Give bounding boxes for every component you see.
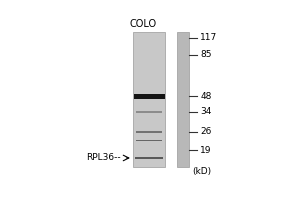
- Text: 117: 117: [200, 33, 218, 42]
- Text: COLO: COLO: [130, 19, 157, 29]
- Text: (kD): (kD): [192, 167, 211, 176]
- Bar: [136, 140, 162, 141]
- Text: 19: 19: [200, 146, 212, 155]
- Bar: [136, 131, 162, 133]
- Bar: [134, 94, 165, 99]
- Text: RPL36--: RPL36--: [87, 153, 121, 162]
- Bar: [177, 32, 189, 167]
- Bar: [133, 32, 165, 167]
- Text: 48: 48: [200, 92, 211, 101]
- Text: 34: 34: [200, 107, 211, 116]
- Text: 85: 85: [200, 50, 212, 59]
- Bar: [135, 157, 163, 159]
- Text: 26: 26: [200, 127, 211, 136]
- Bar: [136, 111, 162, 113]
